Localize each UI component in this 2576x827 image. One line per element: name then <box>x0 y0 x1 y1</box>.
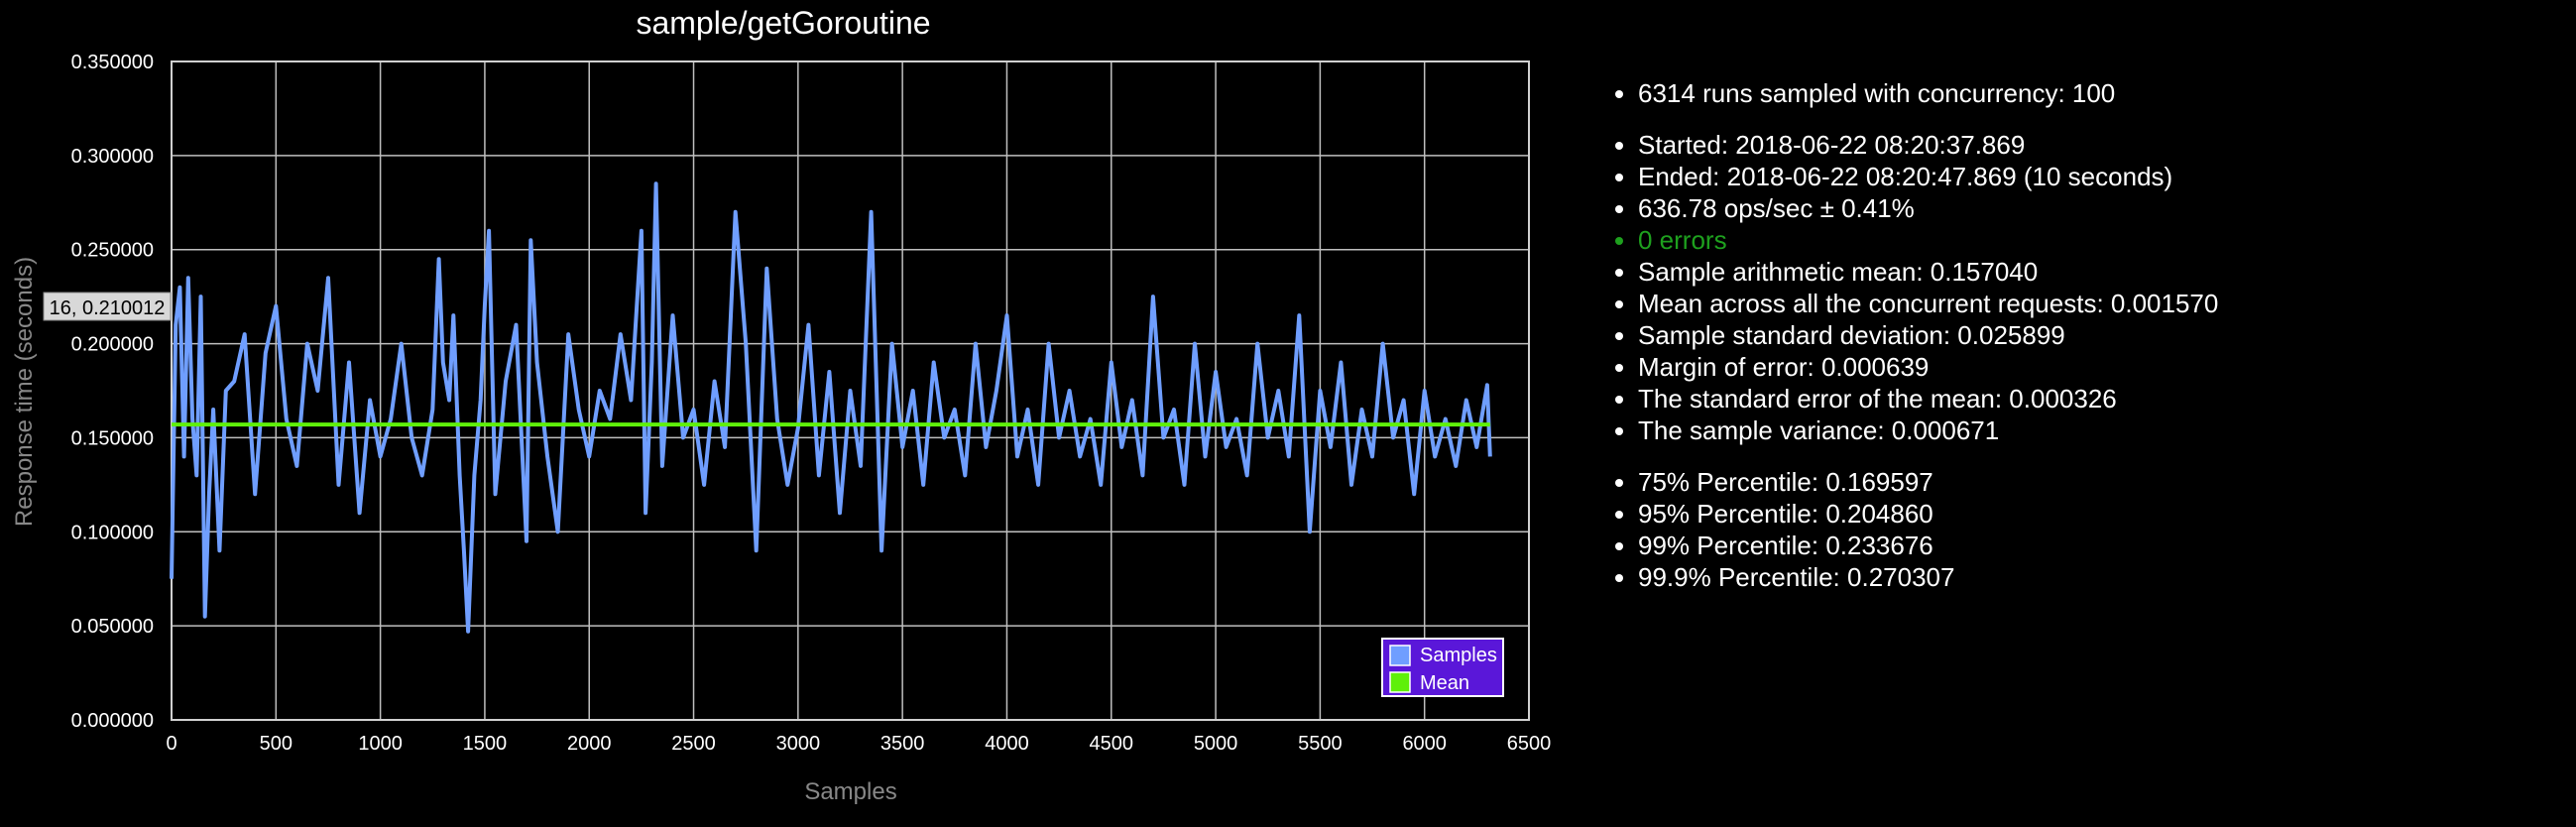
x-tick-label: 5500 <box>1298 733 1343 755</box>
x-tick-label: 0 <box>166 733 176 755</box>
y-tick-label: 0.100000 <box>71 522 154 543</box>
x-tick-label: 5000 <box>1194 733 1238 755</box>
hover-tooltip: 16, 0.210012 <box>43 292 172 321</box>
legend-label-mean: Mean <box>1420 672 1469 694</box>
y-tick-label: 0.050000 <box>71 616 154 638</box>
chart-grid <box>171 60 1530 721</box>
run-details-list: Started: 2018-06-22 08:20:37.869 Ended: … <box>1606 129 2548 446</box>
y-tick-label: 0.150000 <box>71 427 154 449</box>
x-tick-label: 3500 <box>880 733 925 755</box>
percentiles-list: 75% Percentile: 0.169597 95% Percentile:… <box>1606 466 2548 593</box>
run-summary-list: 6314 runs sampled with concurrency: 100 <box>1606 77 2548 109</box>
stat-margin-of-error: Margin of error: 0.000639 <box>1638 351 2548 383</box>
x-tick-label: 6000 <box>1402 733 1447 755</box>
x-tick-label: 4500 <box>1090 733 1134 755</box>
x-tick-label: 1500 <box>463 733 508 755</box>
x-tick-label: 3000 <box>776 733 821 755</box>
chart-legend: Samples Mean <box>1381 638 1504 697</box>
y-tick-label: 0.000000 <box>71 710 154 732</box>
chart-title: sample/getGoroutine <box>636 5 930 41</box>
stat-p99: 99% Percentile: 0.233676 <box>1638 530 2548 561</box>
response-time-chart: sample/getGoroutine 0.000000 0.050000 0.10… <box>11 5 1551 805</box>
stat-variance: The sample variance: 0.000671 <box>1638 414 2548 446</box>
y-axis-ticks: 0.000000 0.050000 0.100000 0.150000 0.200000… <box>71 52 154 732</box>
legend-swatch-mean <box>1389 671 1411 693</box>
stat-runs: 6314 runs sampled with concurrency: 100 <box>1638 77 2548 109</box>
x-axis-ticks: 0 500 1000 1500 2000 2500 3000 3500 4000 4500 5000… <box>166 733 1551 755</box>
stat-p75: 75% Percentile: 0.169597 <box>1638 466 2548 498</box>
tooltip-label: 16, 0.210012 <box>50 297 166 319</box>
x-tick-label: 500 <box>260 733 293 755</box>
x-tick-label: 2500 <box>671 733 716 755</box>
y-tick-label: 0.200000 <box>71 334 154 356</box>
stat-p95: 95% Percentile: 0.204860 <box>1638 498 2548 530</box>
chart-series <box>170 181 1492 634</box>
legend-swatch-samples <box>1389 645 1411 666</box>
stat-std-error: The standard error of the mean: 0.000326 <box>1638 383 2548 414</box>
stat-std-dev: Sample standard deviation: 0.025899 <box>1638 319 2548 351</box>
tooltip-box <box>43 292 172 321</box>
legend-label-samples: Samples <box>1420 645 1497 666</box>
y-axis-label: Response time (seconds) <box>11 257 38 527</box>
stat-concurrent-mean: Mean across all the concurrent requests:… <box>1638 288 2548 319</box>
y-tick-label: 0.350000 <box>71 52 154 73</box>
x-tick-label: 1000 <box>358 733 403 755</box>
x-axis-label: Samples <box>804 778 896 805</box>
stat-ended: Ended: 2018-06-22 08:20:47.869 (10 secon… <box>1638 161 2548 192</box>
series-line-samples <box>170 181 1492 634</box>
y-tick-label: 0.300000 <box>71 146 154 168</box>
stat-ops-per-sec: 636.78 ops/sec ± 0.41% <box>1638 192 2548 224</box>
x-tick-label: 2000 <box>567 733 612 755</box>
stat-mean: Sample arithmetic mean: 0.157040 <box>1638 256 2548 288</box>
plot-border <box>171 60 1530 721</box>
stats-panel: 6314 runs sampled with concurrency: 100 … <box>1606 77 2548 613</box>
stat-p999: 99.9% Percentile: 0.270307 <box>1638 561 2548 593</box>
stat-errors: 0 errors <box>1638 224 2548 256</box>
x-tick-label: 4000 <box>985 733 1029 755</box>
stat-started: Started: 2018-06-22 08:20:37.869 <box>1638 129 2548 161</box>
x-tick-label: 6500 <box>1507 733 1552 755</box>
y-tick-label: 0.250000 <box>71 240 154 262</box>
